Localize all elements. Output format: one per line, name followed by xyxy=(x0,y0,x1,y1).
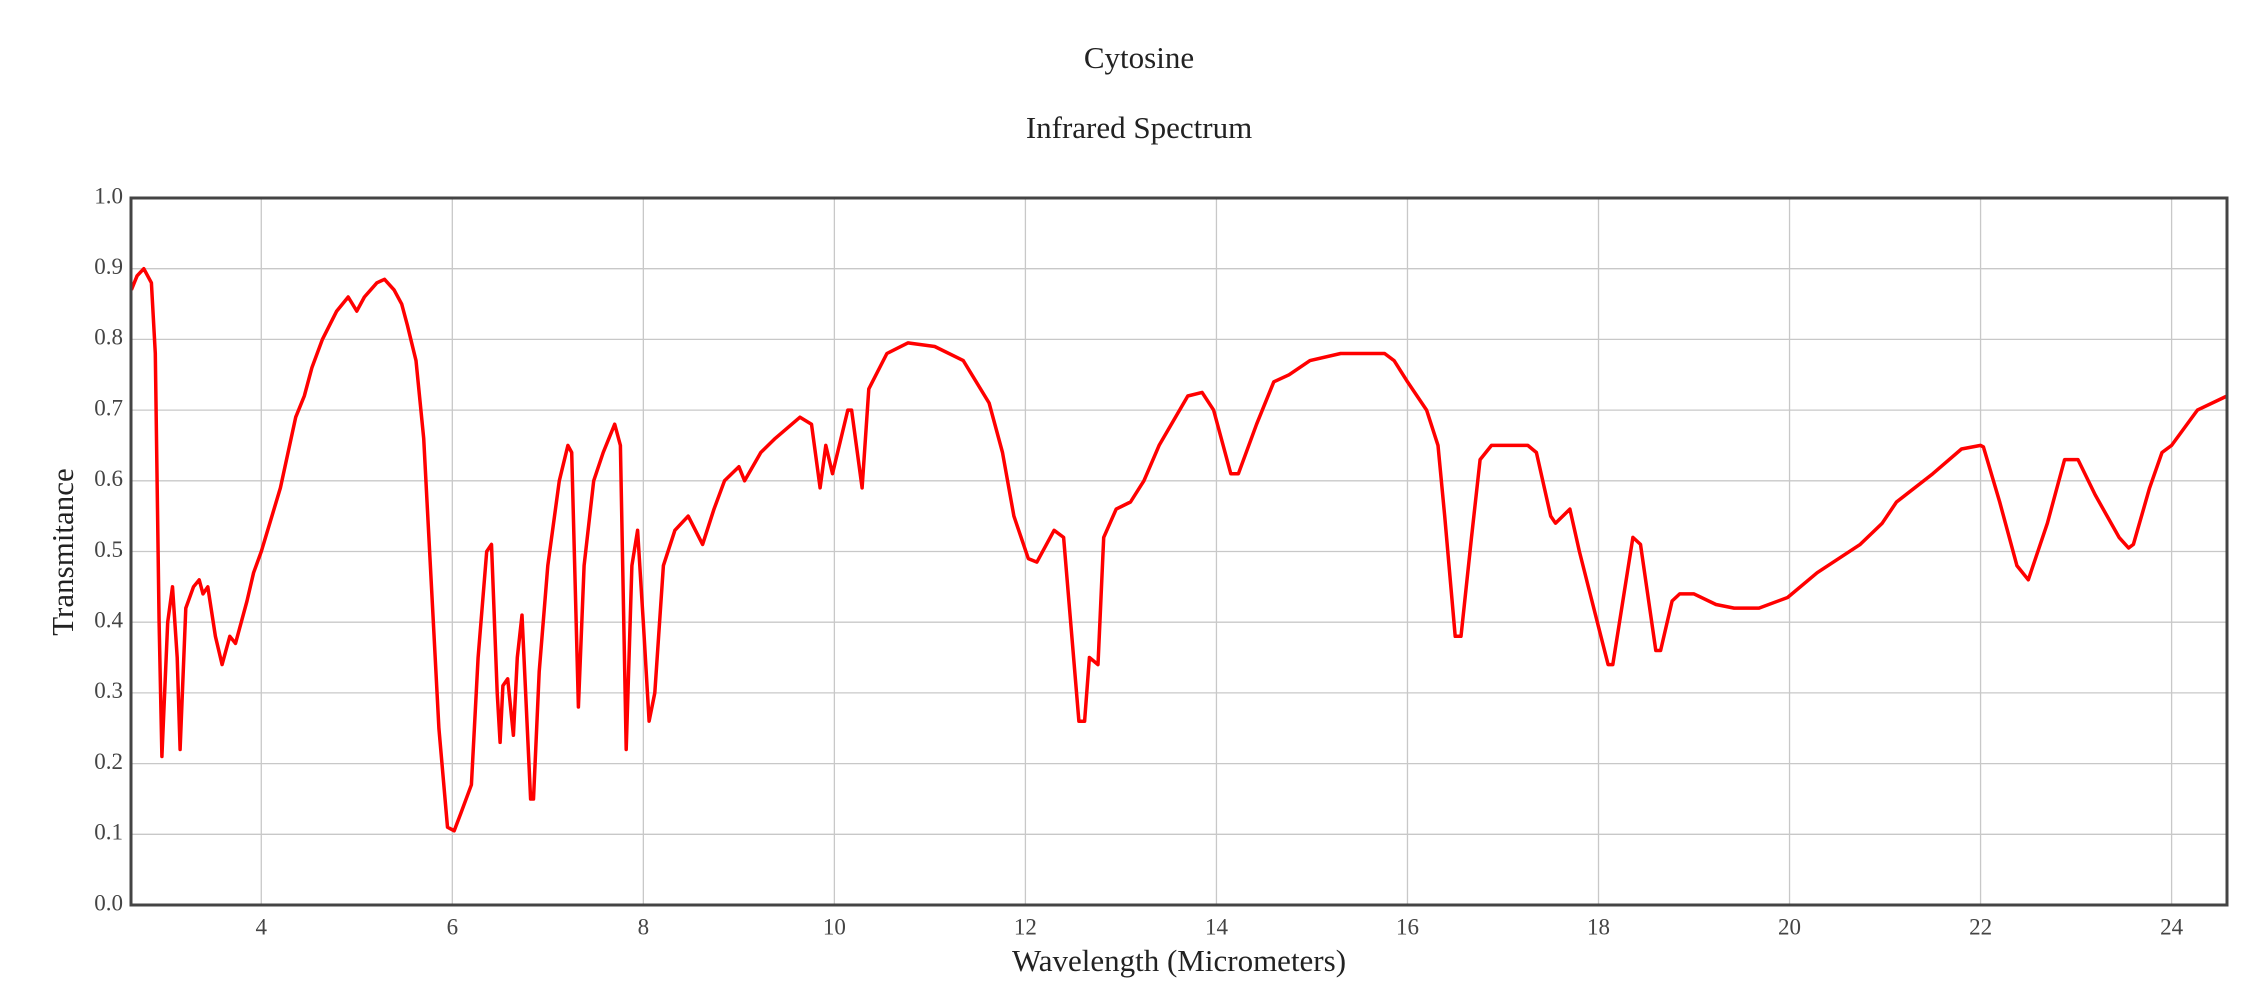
y-tick-label: 0.7 xyxy=(94,395,123,420)
x-tick-label: 8 xyxy=(638,914,650,939)
x-tick-label: 12 xyxy=(1014,914,1037,939)
x-tick-label: 18 xyxy=(1587,914,1610,939)
spectrum-line xyxy=(129,266,2228,833)
y-tick-label: 0.5 xyxy=(94,537,123,562)
x-tick-label: 20 xyxy=(1778,914,1801,939)
y-tick-label: 0.0 xyxy=(94,890,123,915)
x-tick-label: 14 xyxy=(1205,914,1229,939)
x-tick-label: 24 xyxy=(2160,914,2184,939)
y-axis-label: Transmitance xyxy=(45,468,80,636)
x-tick-label: 10 xyxy=(823,914,846,939)
x-tick-label: 6 xyxy=(447,914,459,939)
y-tick-label: 0.3 xyxy=(94,678,123,703)
x-tick-label: 4 xyxy=(256,914,268,939)
y-tick-label: 0.8 xyxy=(94,325,123,350)
x-axis-label: Wavelength (Micrometers) xyxy=(1012,943,1346,978)
chart-subtitle: Infrared Spectrum xyxy=(1026,110,1252,145)
y-tick-label: 0.4 xyxy=(94,607,123,632)
plot-frame xyxy=(129,196,2229,907)
y-tick-label: 0.1 xyxy=(94,820,123,845)
x-tick-label: 16 xyxy=(1396,914,1419,939)
x-tick-label: 22 xyxy=(1969,914,1992,939)
y-tick-label: 1.0 xyxy=(94,183,123,208)
y-tick-label: 0.2 xyxy=(94,749,123,774)
chart-title: Cytosine xyxy=(1084,40,1194,75)
y-tick-label: 0.6 xyxy=(94,466,123,491)
y-tick-label: 0.9 xyxy=(94,254,123,279)
